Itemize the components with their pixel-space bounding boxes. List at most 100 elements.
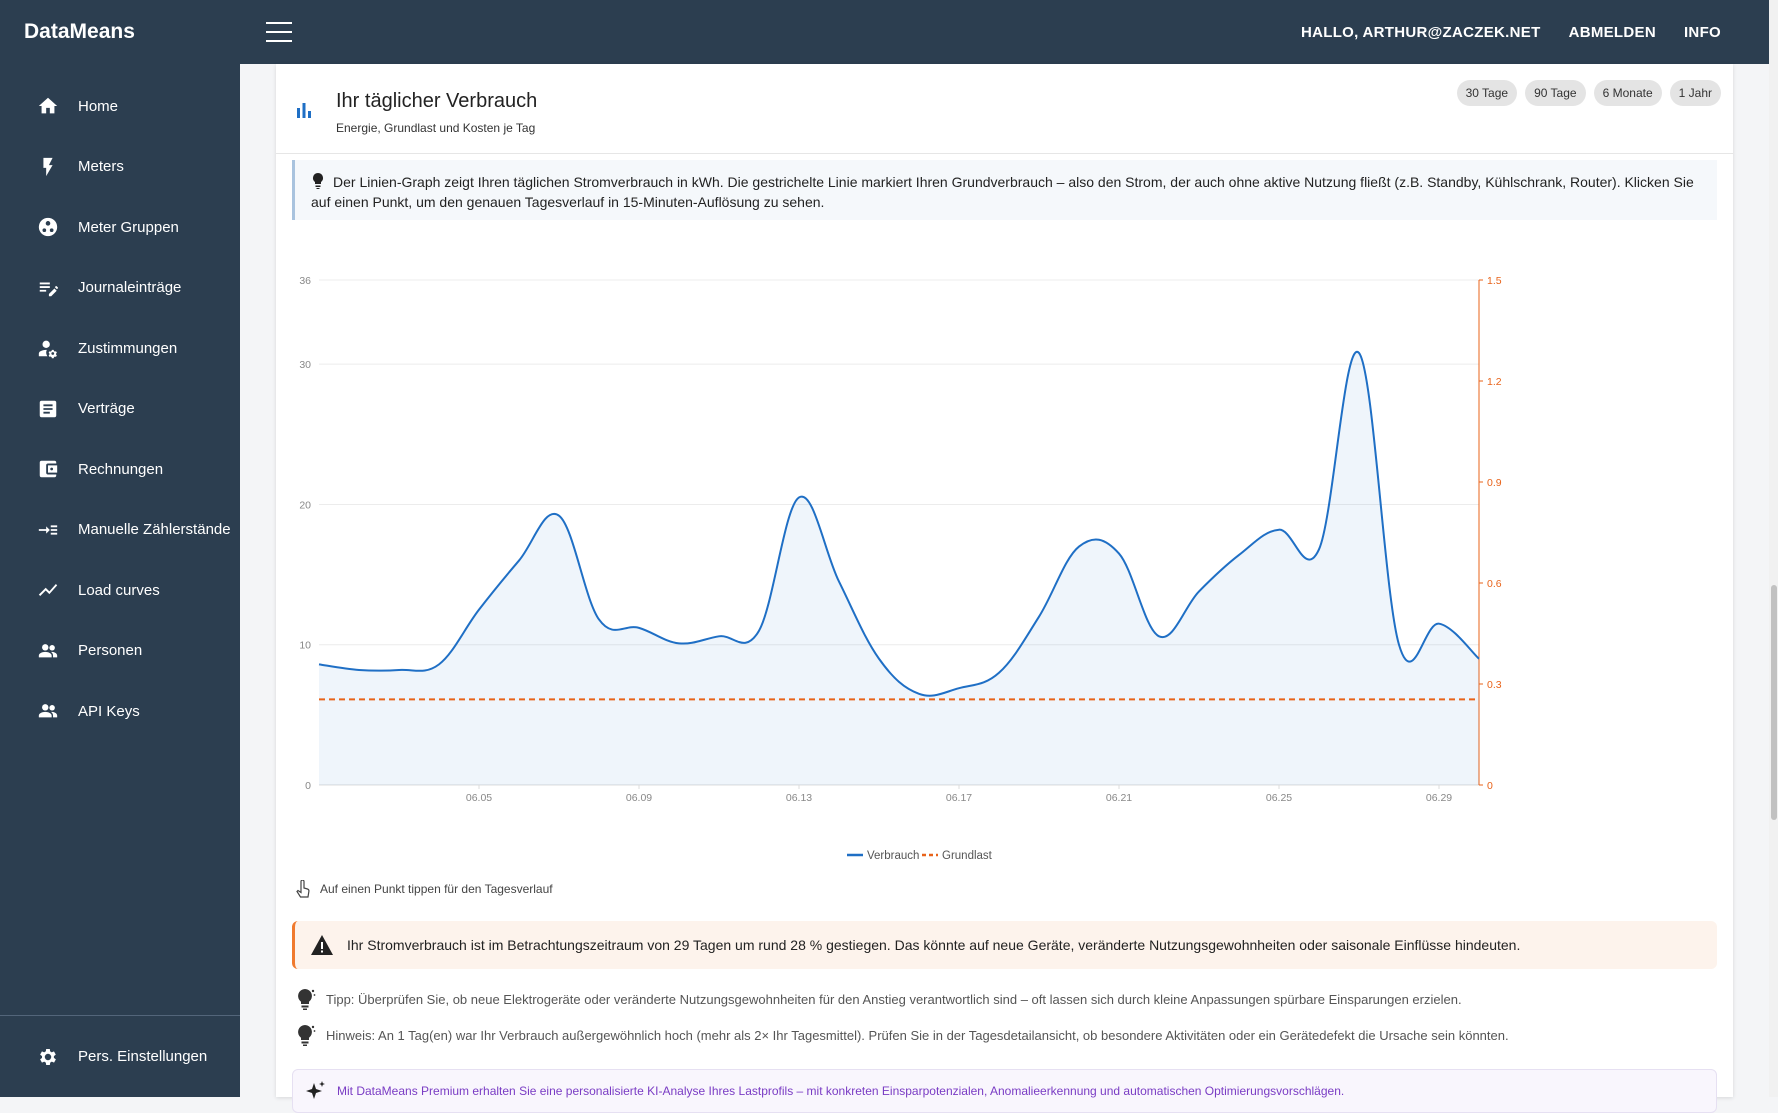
legend-label-verbrauch[interactable]: Verbrauch	[867, 850, 919, 862]
trend-icon	[36, 578, 60, 602]
premium-text: Mit DataMeans Premium erhalten Sie eine …	[337, 1084, 1345, 1098]
y-right-tick-label: 0	[1487, 780, 1493, 792]
chart-legend: Verbrauch Grundlast	[847, 850, 993, 862]
daily-consumption-chart[interactable]: 0 10 20 30 36 0 0.3 0.6 0.9 1.2 1.5 06.05 06.09 06.…	[286, 234, 1723, 954]
data-point[interactable]	[1194, 586, 1204, 596]
consumption-area	[319, 351, 1479, 785]
range-30-days-button[interactable]: 30 Tage	[1456, 80, 1518, 106]
sidebar-item-load-curves[interactable]: Load curves	[0, 560, 240, 621]
y-right-tick-label: 0.9	[1487, 477, 1502, 489]
consumption-increase-alert: Ihr Stromverbrauch ist im Betrachtungsze…	[292, 921, 1717, 969]
x-tick-label: 06.29	[1426, 792, 1452, 804]
lightbulb-icon	[298, 1025, 316, 1046]
notice-row: Hinweis: An 1 Tag(en) war Ihr Verbrauch …	[296, 1024, 1509, 1046]
document-icon	[36, 397, 60, 421]
app-brand[interactable]: DataMeans	[24, 20, 135, 43]
tap-hint-text: Auf einen Punkt tippen für den Tagesverl…	[320, 882, 553, 896]
sidebar-item-rechnungen[interactable]: Rechnungen	[0, 439, 240, 500]
sidebar-item-vertraege[interactable]: Verträge	[0, 379, 240, 440]
logout-button[interactable]: ABMELDEN	[1568, 23, 1656, 41]
y-left-tick-label: 10	[299, 640, 311, 652]
data-point[interactable]	[434, 659, 444, 669]
sidebar-item-personen[interactable]: Personen	[0, 621, 240, 682]
page-scrollbar[interactable]	[1769, 0, 1778, 1097]
data-point[interactable]	[994, 668, 1004, 678]
input-icon	[36, 518, 60, 542]
range-selector: 30 Tage 90 Tage 6 Monate 1 Jahr	[1456, 80, 1721, 106]
hamburger-menu-icon[interactable]	[266, 22, 292, 42]
data-point[interactable]	[714, 631, 724, 641]
legend-label-grundlast[interactable]: Grundlast	[942, 850, 993, 862]
data-point[interactable]	[1394, 640, 1404, 650]
sidebar-item-meter-gruppen[interactable]: Meter Gruppen	[0, 197, 240, 258]
scrollbar-thumb[interactable]	[1771, 585, 1777, 820]
data-point[interactable]	[1314, 544, 1324, 554]
user-greeting-button[interactable]: HALLO, ARTHUR@ZACZEK.NET	[1300, 23, 1541, 41]
y-left-tick-label: 20	[299, 499, 311, 511]
range-1-year-button[interactable]: 1 Jahr	[1669, 80, 1721, 106]
y-left-tick-label: 30	[299, 359, 311, 371]
data-point[interactable]	[514, 556, 524, 566]
x-tick-label: 06.25	[1266, 792, 1292, 804]
series-line-verbrauch[interactable]	[318, 350, 1480, 697]
sidebar-item-api-keys[interactable]: API Keys	[0, 681, 240, 742]
data-point[interactable]	[354, 665, 364, 675]
sidebar-item-label: Rechnungen	[78, 460, 164, 478]
data-point[interactable]	[594, 614, 604, 624]
data-point[interactable]	[754, 626, 764, 636]
sidebar-item-label: API Keys	[78, 702, 140, 720]
info-button[interactable]: INFO	[1683, 23, 1721, 41]
range-90-days-button[interactable]: 90 Tage	[1525, 80, 1586, 106]
sidebar: Home Meters Meter Gruppen Journaleinträg…	[0, 64, 240, 1097]
data-point[interactable]	[794, 492, 804, 502]
data-point[interactable]	[1354, 348, 1364, 358]
data-point[interactable]	[1234, 550, 1244, 560]
group-icon	[36, 215, 60, 239]
touch-icon	[296, 880, 310, 898]
card-header: Ihr täglicher Verbrauch Energie, Grundla…	[276, 64, 1733, 154]
data-point[interactable]	[394, 665, 404, 675]
data-point[interactable]	[554, 511, 564, 521]
data-point[interactable]	[914, 689, 924, 699]
premium-banner[interactable]: Mit DataMeans Premium erhalten Sie eine …	[292, 1069, 1717, 1113]
data-point[interactable]	[874, 654, 884, 664]
card-subtitle: Energie, Grundlast und Kosten je Tag	[336, 121, 536, 135]
y-left-tick-label: 0	[305, 780, 311, 792]
data-point[interactable]	[474, 605, 484, 615]
notice-text: Hinweis: An 1 Tag(en) war Ihr Verbrauch …	[326, 1027, 1509, 1043]
data-point[interactable]	[1434, 619, 1444, 629]
lightbulb-icon	[313, 173, 323, 189]
sidebar-item-label: Meters	[78, 158, 124, 176]
data-point[interactable]	[634, 623, 644, 633]
data-point[interactable]	[834, 577, 844, 587]
data-point[interactable]	[1474, 654, 1484, 664]
data-point[interactable]	[314, 659, 324, 669]
sidebar-item-manuelle-zaehlerstaende[interactable]: Manuelle Zählerstände	[0, 500, 240, 561]
data-point[interactable]	[954, 683, 964, 693]
data-point[interactable]	[1114, 549, 1124, 559]
alert-text: Ihr Stromverbrauch ist im Betrachtungsze…	[347, 937, 1521, 953]
data-point[interactable]	[674, 638, 684, 648]
data-point[interactable]	[1154, 631, 1164, 641]
bolt-icon	[36, 155, 60, 179]
sidebar-item-settings[interactable]: Pers. Einstellungen	[0, 1015, 240, 1097]
sidebar-item-journal[interactable]: Journaleinträge	[0, 258, 240, 319]
wallet-icon	[36, 457, 60, 481]
x-tick-label: 06.17	[946, 792, 972, 804]
data-point[interactable]	[1274, 525, 1284, 535]
sidebar-item-zustimmungen[interactable]: Zustimmungen	[0, 318, 240, 379]
sidebar-item-home[interactable]: Home	[0, 76, 240, 137]
people-icon	[36, 639, 60, 663]
range-6-months-button[interactable]: 6 Monate	[1593, 80, 1662, 106]
y-right-tick-label: 1.2	[1487, 376, 1502, 388]
data-point[interactable]	[1074, 542, 1084, 552]
data-point[interactable]	[1034, 612, 1044, 622]
x-tick-label: 06.21	[1106, 792, 1132, 804]
sidebar-item-label: Personen	[78, 642, 143, 660]
home-icon	[36, 94, 60, 118]
x-tick-label: 06.13	[786, 792, 812, 804]
chart-svg[interactable]: 0 10 20 30 36 0 0.3 0.6 0.9 1.2 1.5 06.05 06.09 06.…	[286, 234, 1723, 874]
sidebar-item-label: Load curves	[78, 581, 160, 599]
bar-chart-icon	[297, 103, 311, 118]
sidebar-item-meters[interactable]: Meters	[0, 137, 240, 198]
